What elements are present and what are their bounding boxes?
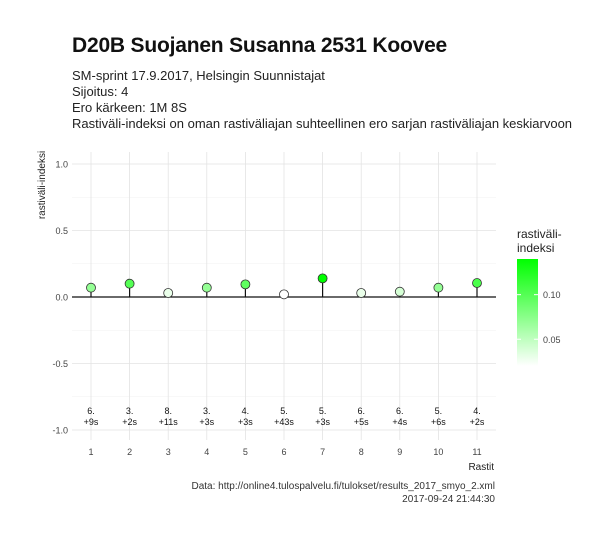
x-tick-label: 10 [433, 447, 443, 457]
x-tick-label: 5 [243, 447, 248, 457]
rank-label: 5. [435, 406, 443, 416]
subtitle-description: Rastiväli-indeksi on oman rastiväliajan … [72, 116, 573, 131]
data-point [86, 282, 96, 293]
subtitle-gap: Ero kärkeen: 1M 8S [72, 100, 187, 115]
diff-label: +4s [392, 417, 407, 427]
diff-label: +9s [84, 417, 99, 427]
x-tick-label: 3 [166, 447, 171, 457]
subtitle-event: SM-sprint 17.9.2017, Helsingin Suunnista… [72, 68, 325, 83]
data-source: Data: http://online4.tulospalvelu.fi/tul… [191, 481, 495, 492]
subtitle-rank: Sijoitus: 4 [72, 84, 129, 99]
rank-label: 3. [203, 406, 211, 416]
chart-title: D20B Suojanen Susanna 2531 Koovee [72, 34, 448, 57]
data-point [124, 278, 135, 289]
data-point [240, 279, 251, 290]
x-tick-label: 4 [204, 447, 209, 457]
diff-label: +2s [470, 417, 485, 427]
rank-label: 4. [473, 406, 481, 416]
legend-title: indeksi [517, 241, 554, 255]
diff-label: +5s [354, 417, 369, 427]
x-tick-label: 1 [88, 447, 93, 457]
color-legend: rastiväli-indeksi 0.05 0.10 [517, 227, 562, 366]
data-point [279, 289, 289, 300]
rank-label: 6. [396, 406, 404, 416]
y-tick-label: 1.0 [55, 160, 68, 170]
legend-tick-label: 0.05 [543, 335, 561, 345]
data-point [317, 273, 328, 284]
x-tick-label: 2 [127, 447, 132, 457]
y-tick-label: 0.5 [55, 226, 68, 236]
data-point [201, 282, 212, 293]
data-point [394, 286, 405, 297]
data-point [433, 282, 444, 293]
diff-label: +3s [199, 417, 214, 427]
diff-label: +2s [122, 417, 137, 427]
y-axis-label: rastiväli-indeksi [37, 151, 48, 219]
x-tick-label: 6 [281, 447, 286, 457]
y-tick-label: -1.0 [52, 426, 68, 436]
x-tick-label: 8 [359, 447, 364, 457]
diff-label: +43s [274, 417, 294, 427]
data-point [472, 278, 482, 288]
diff-label: +3s [238, 417, 253, 427]
diff-label: +3s [315, 417, 330, 427]
diff-label: +6s [431, 417, 446, 427]
diff-label: +11s [159, 417, 179, 427]
rank-label: 5. [280, 406, 288, 416]
rank-label: 6. [87, 406, 95, 416]
rank-label: 4. [242, 406, 250, 416]
y-tick-label: -0.5 [52, 359, 68, 369]
rank-label: 6. [357, 406, 365, 416]
data-point [163, 288, 174, 298]
x-tick-label: 9 [397, 447, 402, 457]
rank-label: 3. [126, 406, 134, 416]
data-point [356, 288, 367, 298]
x-tick-label: 7 [320, 447, 325, 457]
y-tick-label: 0.0 [55, 293, 68, 303]
timestamp: 2017-09-24 21:44:30 [402, 494, 495, 505]
x-axis-label: Rastit [468, 462, 494, 473]
rank-label: 8. [164, 406, 172, 416]
legend-title: rastiväli- [517, 227, 562, 241]
x-tick-label: 11 [472, 447, 481, 457]
legend-colorbar [517, 259, 538, 366]
rank-label: 5. [319, 406, 327, 416]
legend-tick-label: 0.10 [543, 290, 561, 300]
